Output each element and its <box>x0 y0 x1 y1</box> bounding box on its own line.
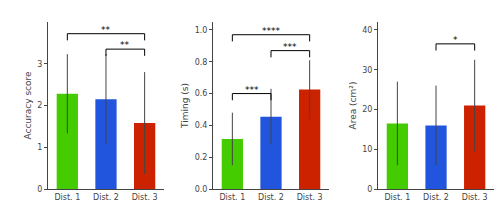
svg-text:2: 2 <box>37 101 42 110</box>
svg-text:Dist. 3: Dist. 3 <box>132 193 158 202</box>
svg-text:Timing (s): Timing (s) <box>180 83 190 129</box>
svg-text:Area (cm²): Area (cm²) <box>348 82 358 130</box>
svg-text:*: * <box>453 35 458 45</box>
svg-text:0.4: 0.4 <box>195 121 208 130</box>
svg-text:3: 3 <box>37 60 42 69</box>
svg-text:Dist. 2: Dist. 2 <box>258 193 284 202</box>
svg-text:Accuracy score: Accuracy score <box>23 71 33 140</box>
svg-text:1.0: 1.0 <box>195 26 208 35</box>
svg-text:0.2: 0.2 <box>195 153 208 162</box>
svg-text:****: **** <box>262 26 281 36</box>
svg-text:40: 40 <box>362 26 372 35</box>
svg-text:***: *** <box>245 85 259 95</box>
svg-text:**: ** <box>101 25 111 35</box>
svg-text:30: 30 <box>362 66 372 75</box>
svg-text:0.8: 0.8 <box>195 58 208 67</box>
svg-text:Dist. 2: Dist. 2 <box>93 193 119 202</box>
svg-text:Dist. 3: Dist. 3 <box>462 193 488 202</box>
svg-text:Dist. 1: Dist. 1 <box>384 193 410 202</box>
svg-text:Dist. 1: Dist. 1 <box>219 193 245 202</box>
svg-text:Dist. 3: Dist. 3 <box>297 193 323 202</box>
svg-text:***: *** <box>283 42 297 52</box>
svg-text:0.0: 0.0 <box>195 185 208 194</box>
svg-text:Dist. 1: Dist. 1 <box>54 193 80 202</box>
svg-text:0: 0 <box>367 185 372 194</box>
svg-text:20: 20 <box>362 105 372 114</box>
svg-text:10: 10 <box>362 145 372 154</box>
svg-text:0: 0 <box>37 185 42 194</box>
svg-text:Dist. 2: Dist. 2 <box>423 193 449 202</box>
svg-text:**: ** <box>120 40 130 50</box>
svg-text:1: 1 <box>37 143 42 152</box>
svg-text:0.6: 0.6 <box>195 89 208 98</box>
